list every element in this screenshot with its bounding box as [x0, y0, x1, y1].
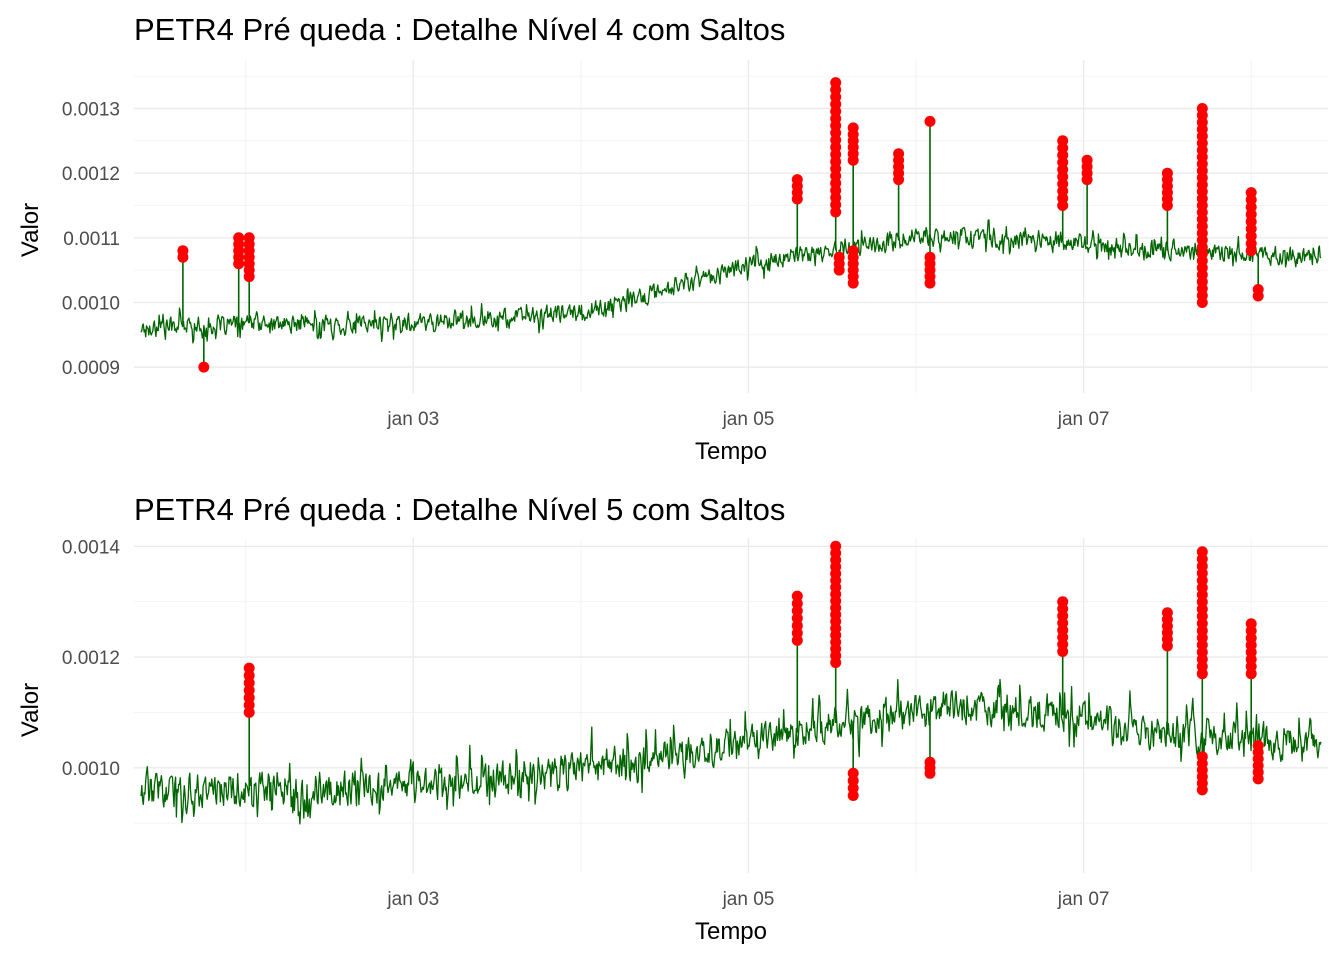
jump-spikes — [248, 546, 1259, 796]
jump-spikes — [182, 82, 1259, 368]
jump-point — [1057, 135, 1069, 147]
jump-point — [830, 77, 842, 89]
jump-marker — [847, 767, 859, 801]
jump-marker — [847, 122, 859, 166]
jump-point — [847, 245, 859, 257]
jump-point — [791, 590, 803, 602]
y-tick-label: 0.0012 — [62, 648, 120, 669]
jump-marker — [243, 662, 255, 718]
jump-point — [198, 361, 210, 373]
jump-point — [1081, 154, 1093, 166]
y-tick-labels: 0.0009 0.0010 0.0011 0.0012 0.0013 — [62, 99, 120, 379]
jump-marker — [198, 361, 210, 373]
jump-marker — [833, 251, 845, 276]
y-tick-label: 0.0012 — [62, 164, 120, 185]
jump-point — [1057, 596, 1069, 608]
jump-point — [1161, 167, 1173, 179]
jump-point — [1161, 607, 1173, 619]
series-path — [140, 678, 1322, 825]
jump-point — [830, 540, 842, 552]
jump-point — [847, 767, 859, 779]
y-tick-label: 0.0010 — [62, 293, 120, 314]
jump-point — [177, 245, 189, 257]
jump-point — [833, 251, 845, 263]
jump-point — [243, 662, 255, 674]
jump-marker — [1245, 187, 1257, 257]
x-tick-labels: jan 03 jan 05 jan 07 — [386, 889, 1109, 910]
jump-marker — [233, 232, 245, 270]
jump-marker — [1161, 607, 1173, 652]
jump-marker — [830, 540, 842, 669]
y-tick-label: 0.0009 — [62, 358, 120, 379]
jump-marker — [924, 756, 936, 779]
jump-marker — [830, 77, 842, 218]
jump-marker — [847, 245, 859, 289]
jump-marker — [791, 590, 803, 646]
x-tick-label: jan 07 — [1057, 889, 1110, 910]
y-tick-labels: 0.0010 0.0012 0.0014 — [62, 537, 121, 779]
x-axis-title: Tempo — [695, 438, 767, 465]
jump-marker — [791, 174, 803, 205]
jump-marker — [1245, 618, 1257, 680]
jump-points — [177, 77, 1264, 373]
jump-point — [243, 232, 255, 244]
jump-marker — [893, 148, 905, 186]
jump-point — [924, 115, 936, 127]
jump-marker — [1161, 167, 1173, 211]
jump-point — [1245, 187, 1257, 199]
jump-marker — [1196, 546, 1208, 680]
jump-point — [924, 756, 936, 768]
y-tick-label: 0.0014 — [62, 537, 121, 558]
jump-point — [1252, 284, 1264, 295]
jump-point — [1245, 618, 1257, 630]
x-tick-label: jan 03 — [386, 409, 439, 430]
x-axis-title: Tempo — [695, 918, 767, 945]
grid — [134, 538, 1328, 873]
jump-point — [1196, 103, 1208, 114]
series-line — [140, 546, 1322, 825]
jump-point — [893, 148, 905, 160]
jump-marker — [177, 245, 189, 263]
jump-points — [243, 540, 1264, 801]
jump-point — [1252, 740, 1264, 752]
jump-marker — [1196, 751, 1208, 796]
jump-marker — [1057, 596, 1069, 657]
jump-marker — [1196, 103, 1208, 308]
jump-point — [1196, 751, 1208, 763]
x-tick-label: jan 05 — [722, 409, 775, 430]
y-axis-title: Valor — [17, 203, 44, 257]
jump-marker — [1081, 154, 1093, 186]
jump-point — [847, 122, 859, 134]
series-line — [140, 82, 1322, 368]
jump-point — [233, 232, 245, 244]
y-tick-label: 0.0010 — [62, 759, 120, 780]
x-tick-labels: jan 03 jan 05 jan 07 — [386, 409, 1109, 430]
jump-marker — [1252, 740, 1264, 785]
chart-panel-level-4: PETR4 Pré queda : Detalhe Nível 4 com Sa… — [17, 12, 1328, 465]
x-tick-label: jan 07 — [1057, 409, 1110, 430]
series-path — [140, 219, 1322, 344]
chart-title: PETR4 Pré queda : Detalhe Nível 5 com Sa… — [134, 492, 785, 527]
jump-marker — [1057, 135, 1069, 211]
y-axis-title: Valor — [17, 683, 44, 737]
chart-panel-level-5: PETR4 Pré queda : Detalhe Nível 5 com Sa… — [17, 492, 1328, 945]
y-tick-label: 0.0011 — [63, 229, 120, 250]
jump-marker — [924, 251, 936, 289]
jump-marker — [1252, 284, 1264, 302]
jump-marker — [243, 232, 255, 283]
jump-point — [791, 174, 803, 186]
jump-point — [1196, 546, 1208, 558]
y-tick-label: 0.0013 — [62, 99, 120, 120]
jump-point — [924, 251, 936, 263]
x-tick-label: jan 05 — [722, 889, 775, 910]
grid — [134, 60, 1328, 393]
chart-title: PETR4 Pré queda : Detalhe Nível 4 com Sa… — [134, 12, 785, 47]
x-tick-label: jan 03 — [386, 889, 439, 910]
jump-marker — [924, 115, 936, 127]
